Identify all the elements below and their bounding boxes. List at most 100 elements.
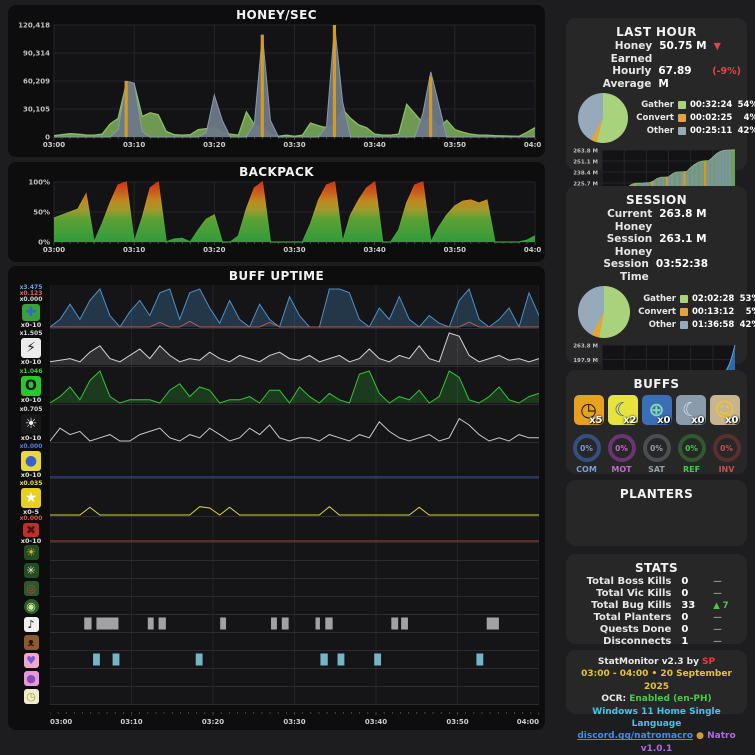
pollen-mark-spark [49, 405, 540, 442]
footer-links-line: discord.gg/natromacro ● Natro v1.0.1 [572, 730, 741, 755]
backpack: 100% 50% 0%03:00 03:10 03:20 03:30 03:40 03:50 0… [28, 178, 546, 254]
haste-labels: x1.505 ⚡ x0-10 [12, 329, 50, 367]
last-hour-title: LAST HOUR [616, 25, 697, 39]
sunflower-charm-icon: ☀ [23, 544, 39, 560]
stats-row: Quests Done 0 — [572, 624, 741, 636]
buff-ring-com: 0% COM [572, 434, 601, 474]
svg-text:238.4 M: 238.4 M [573, 170, 598, 176]
session-pie-section: Gather 02:02:28 53% Convert 00:13:12 5% Other 0… [572, 283, 755, 340]
last-hour-legend-time: 00:02:25 [690, 113, 733, 123]
session-stat-row: Session Honey 263.1 M [572, 233, 741, 258]
svg-text:0%: 0% [38, 238, 50, 246]
pollen-mark-icon: ☀ [21, 413, 41, 434]
com-ring: 0% [572, 434, 601, 462]
smoothie-uptime-chart [49, 651, 540, 669]
last-hour-legend-time: 00:32:24 [690, 100, 733, 110]
svg-text:03:10: 03:10 [120, 718, 142, 726]
honey: 120,418 90,314 60,209 30,105 003:00 03:10 03:2… [18, 21, 546, 149]
footer-timerange: 03:00 - 04:00 • 20 September 2025 [581, 669, 732, 692]
ref-ring: 0% [677, 434, 706, 462]
gray-moon-glyph: ☾ [681, 399, 700, 421]
svg-text:0: 0 [45, 133, 50, 141]
blue-ball-labels: x0.000 ● x0-10 [12, 443, 50, 479]
session-legend-pct: 53% [739, 294, 755, 304]
svg-text:197.9 M: 197.9 M [573, 358, 598, 364]
flower-charm-icon: ✳ [23, 562, 39, 578]
bear-morph-spark [49, 633, 540, 650]
moon-charm-count: x2 [623, 415, 637, 426]
buff-row-pollen-mark: x0.705 ☀ x0-10 [12, 405, 540, 443]
stat-delta: — [713, 577, 722, 587]
svg-text:03:40: 03:40 [364, 246, 386, 254]
svg-text:90,314: 90,314 [23, 49, 50, 57]
last-hour-legend-pct: 42% [737, 126, 755, 136]
honey-per-sec-chart: 120,418 90,314 60,209 30,105 0 03:00 03:10 03:2… [10, 21, 546, 152]
haste-clock-count: x5 [589, 415, 603, 426]
field-boost-icon: ✚ [22, 304, 40, 321]
focus-icon: O [21, 375, 41, 396]
backpack-panel-title: BACKPACK [239, 165, 314, 179]
stat-label: Quests Done [599, 624, 672, 635]
field-boost-labels: x3.475 x0.123 x0.000 ✚ x0-10 [12, 285, 50, 329]
last-hour-legend-time: 00:25:11 [690, 126, 733, 136]
field-boost-range-label: x0-10 [20, 321, 42, 329]
wreath-ring-labels: ◉ [12, 597, 50, 615]
svg-text:03:40: 03:40 [365, 718, 387, 726]
wreath-charm-uptime-chart [49, 579, 540, 597]
session-stat-label: Current Honey [607, 208, 653, 233]
melody-spark [49, 615, 540, 632]
haste-clock-icon: ◷ x5 [573, 395, 604, 426]
stats-row: Disconnects 1 — [572, 636, 741, 648]
honey-panel-title: HONEY/SEC [236, 8, 317, 22]
buff-row-wreath-ring: ◉ [12, 597, 540, 615]
buff-row-sunflower-charm: ☀ [12, 543, 540, 561]
stat-delta: — [713, 625, 722, 635]
session-legend-time: 01:36:58 [692, 320, 735, 330]
session-legend-label: Convert [638, 307, 676, 317]
last-hour-legend-color-swatch [678, 101, 686, 109]
last-hour-pie-section: Gather 00:32:24 54% Convert 00:02:25 4% Other 0… [572, 90, 755, 145]
stat-label: Total Vic Kills [596, 588, 672, 599]
svg-text:225.7 M: 225.7 M [573, 181, 598, 187]
session-legend-pct: 42% [739, 320, 755, 330]
svg-text:03:20: 03:20 [203, 141, 225, 149]
svg-text:03:50: 03:50 [444, 141, 466, 149]
stat-value: 0 [681, 612, 689, 623]
melody-icon: ♪ [23, 616, 39, 632]
session-stat-row: Session Time 03:52:38 [572, 258, 741, 283]
session-stat-row: Current Honey 263.8 M [572, 208, 741, 233]
focus-uptime-chart [49, 367, 540, 405]
session-title: SESSION [625, 193, 688, 207]
session-legend-label: Other [648, 320, 676, 330]
buff-row-star-reward: x0.035 ★ x0-5 [12, 479, 540, 517]
buff-uptime-time-axis: 03:00 03:10 03:20 03:30 03:40 03:50 04:00 [49, 712, 540, 728]
footer-app-name: StatMonitor v2.3 by [597, 657, 703, 667]
wreath-charm-spark [49, 579, 540, 596]
focus-multiplier-label: x1.046 [19, 367, 43, 375]
buff-uptime-title: BUFF UPTIME [228, 269, 325, 283]
red-boost-multiplier-label: x0.000 [19, 514, 43, 522]
session-panel: SESSION Current Honey 263.8 M Session Hone… [566, 186, 755, 412]
stat-delta: — [713, 637, 722, 647]
planters-panel: PLANTERS [566, 480, 747, 546]
buff-row-bear-morph: ᴥ [12, 633, 540, 651]
stat-label: Total Bug Kills [591, 600, 672, 611]
footer-ocr-status: Enabled (en-PH) [629, 694, 712, 705]
buff-row-red-boost: x0.000 ✖ x0-10 [12, 514, 540, 544]
buff-row-wreath-charm: ◎ [12, 579, 540, 597]
buff-ring-sat: 0% SAT [642, 434, 671, 474]
bubble-boost-count: x0 [657, 415, 671, 426]
wreath-charm-icon: ◎ [23, 580, 39, 596]
bear-morph-labels: ᴥ [12, 633, 50, 651]
berry-buff-spark [49, 669, 540, 686]
last-hour-legend-label: Gather [641, 100, 674, 110]
smoothie-labels: ♥ [12, 651, 50, 669]
bear-morph-uptime-chart [49, 633, 540, 651]
session-legend-label: Gather [643, 294, 676, 304]
svg-text:251.1 M: 251.1 M [573, 159, 598, 165]
last-hour-legend-color-swatch [678, 127, 686, 135]
field-boost-multiplier-label: x0.000 [19, 296, 43, 303]
wreath-ring-uptime-chart [49, 597, 540, 615]
last-hour-legend-item: Convert 00:02:25 4% [634, 113, 755, 123]
haste-icon: ⚡ [21, 337, 41, 358]
